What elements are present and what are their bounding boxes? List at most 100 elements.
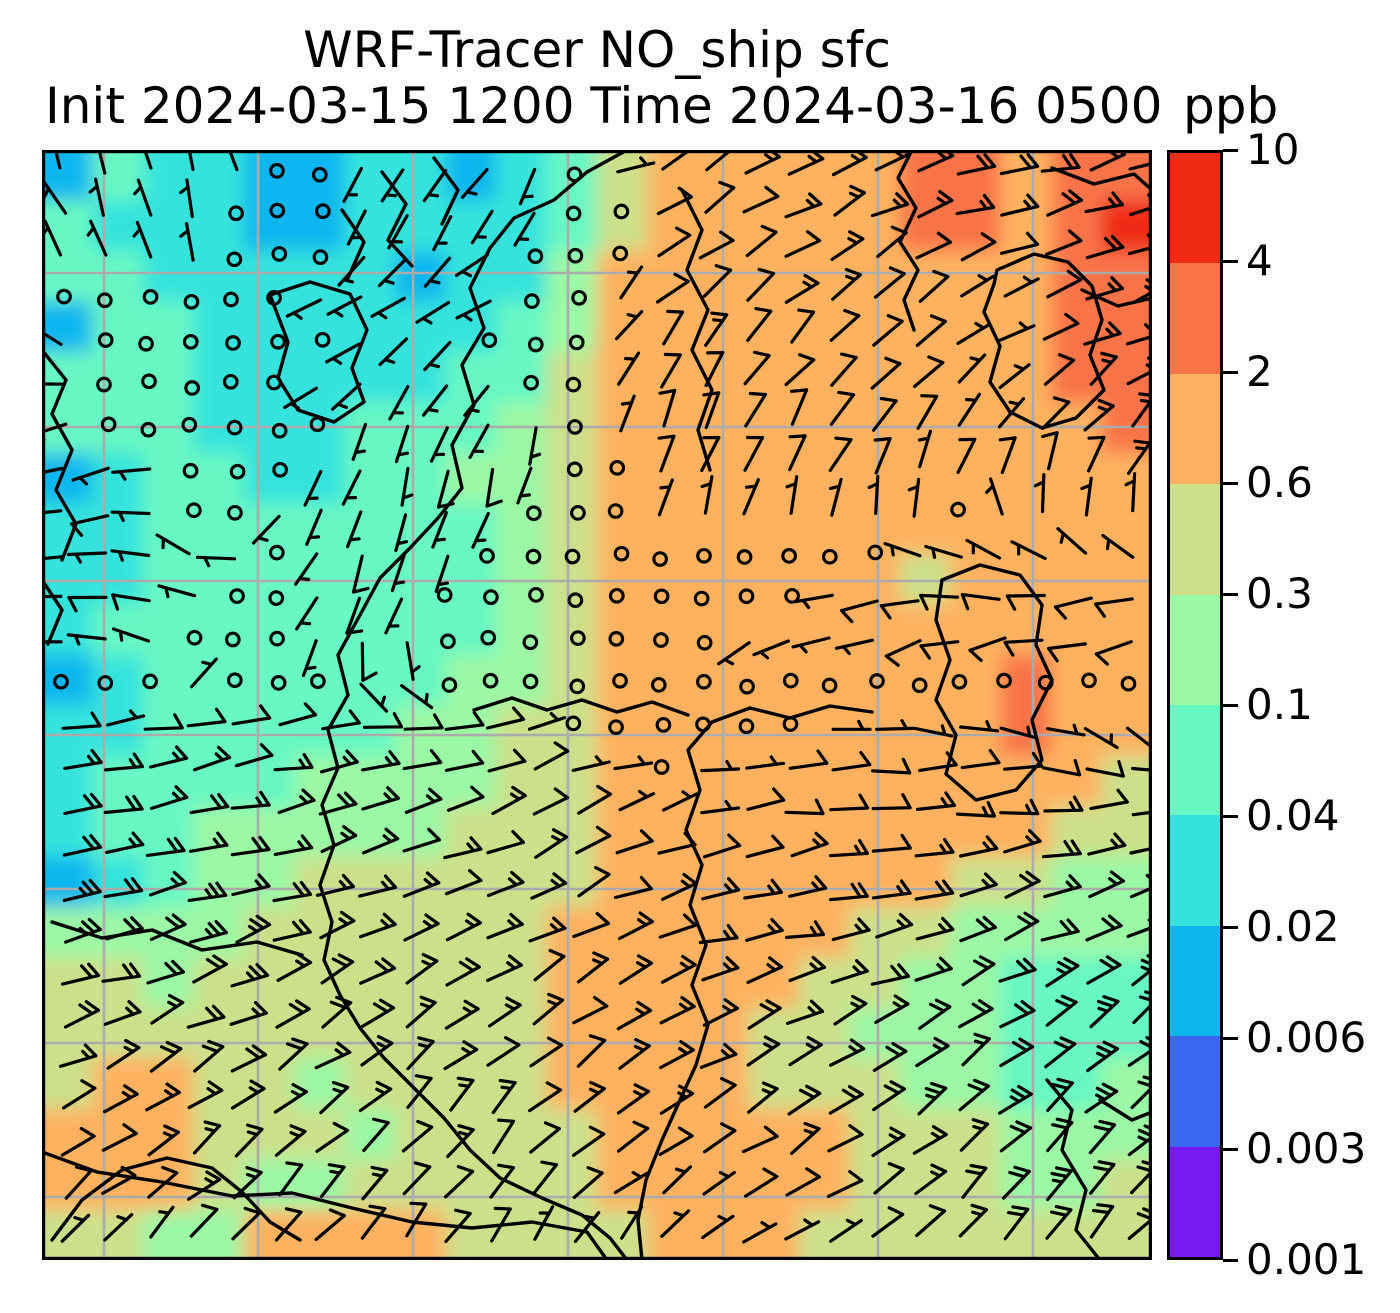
colorbar-segment (1170, 484, 1220, 595)
coastlines (42, 150, 1152, 1260)
wind-barb (446, 785, 485, 812)
calm-wind-marker (869, 673, 885, 689)
calm-wind-marker (228, 205, 244, 222)
calm-wind-marker (441, 677, 458, 693)
calm-wind-marker (738, 588, 755, 605)
wind-barb (58, 1043, 98, 1068)
colorbar-tick-label: 0.3 (1246, 569, 1313, 618)
wind-barb (402, 827, 441, 853)
wind-barb (924, 544, 963, 559)
wind-barb (743, 350, 771, 386)
calm-wind-marker (782, 716, 799, 732)
wind-barb (871, 879, 912, 900)
wind-barb (361, 750, 401, 772)
wind-barb (960, 274, 995, 298)
wind-barb (110, 549, 151, 562)
wind-barb (485, 706, 526, 730)
wind-barb (914, 724, 954, 738)
wind-barb (658, 913, 697, 939)
calm-wind-marker (565, 715, 582, 732)
wind-barbs (42, 150, 1152, 1244)
calm-wind-marker (229, 588, 245, 604)
wind-barb (660, 954, 697, 984)
calm-wind-marker (479, 548, 495, 564)
wind-barb (999, 1037, 1035, 1068)
wind-barb (871, 1126, 906, 1158)
wind-barb (1085, 760, 1125, 778)
wind-barb (1045, 1205, 1073, 1240)
calm-wind-marker (315, 203, 331, 220)
wind-barb (572, 1166, 604, 1199)
wind-barb (794, 593, 834, 610)
wind-barb (958, 1078, 991, 1112)
wind-barb (358, 912, 397, 939)
wind-barb (788, 749, 829, 770)
calm-wind-marker (522, 673, 539, 690)
wind-barb (1087, 832, 1127, 856)
wind-barb (1053, 596, 1093, 620)
calm-wind-marker (609, 459, 626, 476)
wind-barb (295, 596, 319, 631)
wind-barb (834, 638, 875, 656)
calm-wind-marker (271, 422, 288, 439)
wind-barb (67, 551, 108, 564)
wind-barb (701, 956, 740, 982)
wind-barb (103, 877, 144, 899)
wind-barb (360, 641, 378, 682)
wind-barb (829, 882, 869, 902)
wind-barb (60, 1126, 96, 1157)
wind-barb (662, 1165, 692, 1195)
wind-barb (830, 352, 858, 387)
calm-wind-marker (781, 548, 797, 564)
wind-barb (149, 1040, 183, 1073)
wind-barb (278, 1161, 304, 1197)
wind-barb (867, 474, 880, 515)
chart-subtitle: Init 2024-03-15 1200 Time 2024-03-16 050… (45, 77, 1163, 135)
wind-barb (999, 1120, 1033, 1153)
wind-barb (1000, 231, 1040, 255)
wind-barb (742, 185, 780, 214)
wind-barb (446, 1124, 475, 1159)
wind-barb (575, 825, 612, 855)
wind-barb (661, 872, 698, 901)
wind-barb (318, 791, 358, 816)
wind-barb (150, 993, 185, 1025)
wind-barb (406, 1074, 433, 1109)
wind-barb (230, 835, 271, 857)
wind-barb (787, 1084, 822, 1116)
calm-wind-marker (782, 672, 799, 689)
wind-barb (1041, 431, 1059, 471)
calm-wind-marker (527, 336, 544, 353)
wind-barb (62, 834, 103, 857)
wind-barb (145, 1082, 181, 1112)
wind-barb (704, 180, 736, 214)
wind-barb (1085, 234, 1125, 260)
wind-barb (702, 264, 733, 298)
wind-barb (657, 831, 697, 855)
wind-barb (831, 751, 872, 772)
colorbar-tick (1223, 259, 1238, 263)
wind-barb (1089, 995, 1120, 1029)
colorbar-tick-label: 0.003 (1246, 1124, 1367, 1173)
wind-barb (62, 878, 102, 902)
wind-barb (445, 957, 481, 987)
wind-barb (1084, 1082, 1119, 1114)
wind-barb (529, 1121, 561, 1154)
wind-barb (358, 1080, 393, 1113)
coastline (268, 280, 369, 424)
calm-wind-marker (653, 588, 670, 605)
wind-barb (192, 954, 228, 984)
wind-barb (149, 1205, 175, 1239)
wind-barb (657, 478, 674, 517)
wind-barb (1046, 269, 1083, 299)
wind-barb (331, 382, 362, 411)
calm-wind-marker (266, 290, 282, 306)
wind-barb (157, 584, 197, 599)
coastline (42, 578, 64, 646)
wind-barb (530, 872, 568, 900)
wind-barb (63, 792, 103, 815)
wind-barb (529, 1036, 564, 1068)
wind-barb (616, 1120, 650, 1153)
calm-wind-marker (655, 717, 672, 733)
wind-barb (1046, 189, 1084, 217)
